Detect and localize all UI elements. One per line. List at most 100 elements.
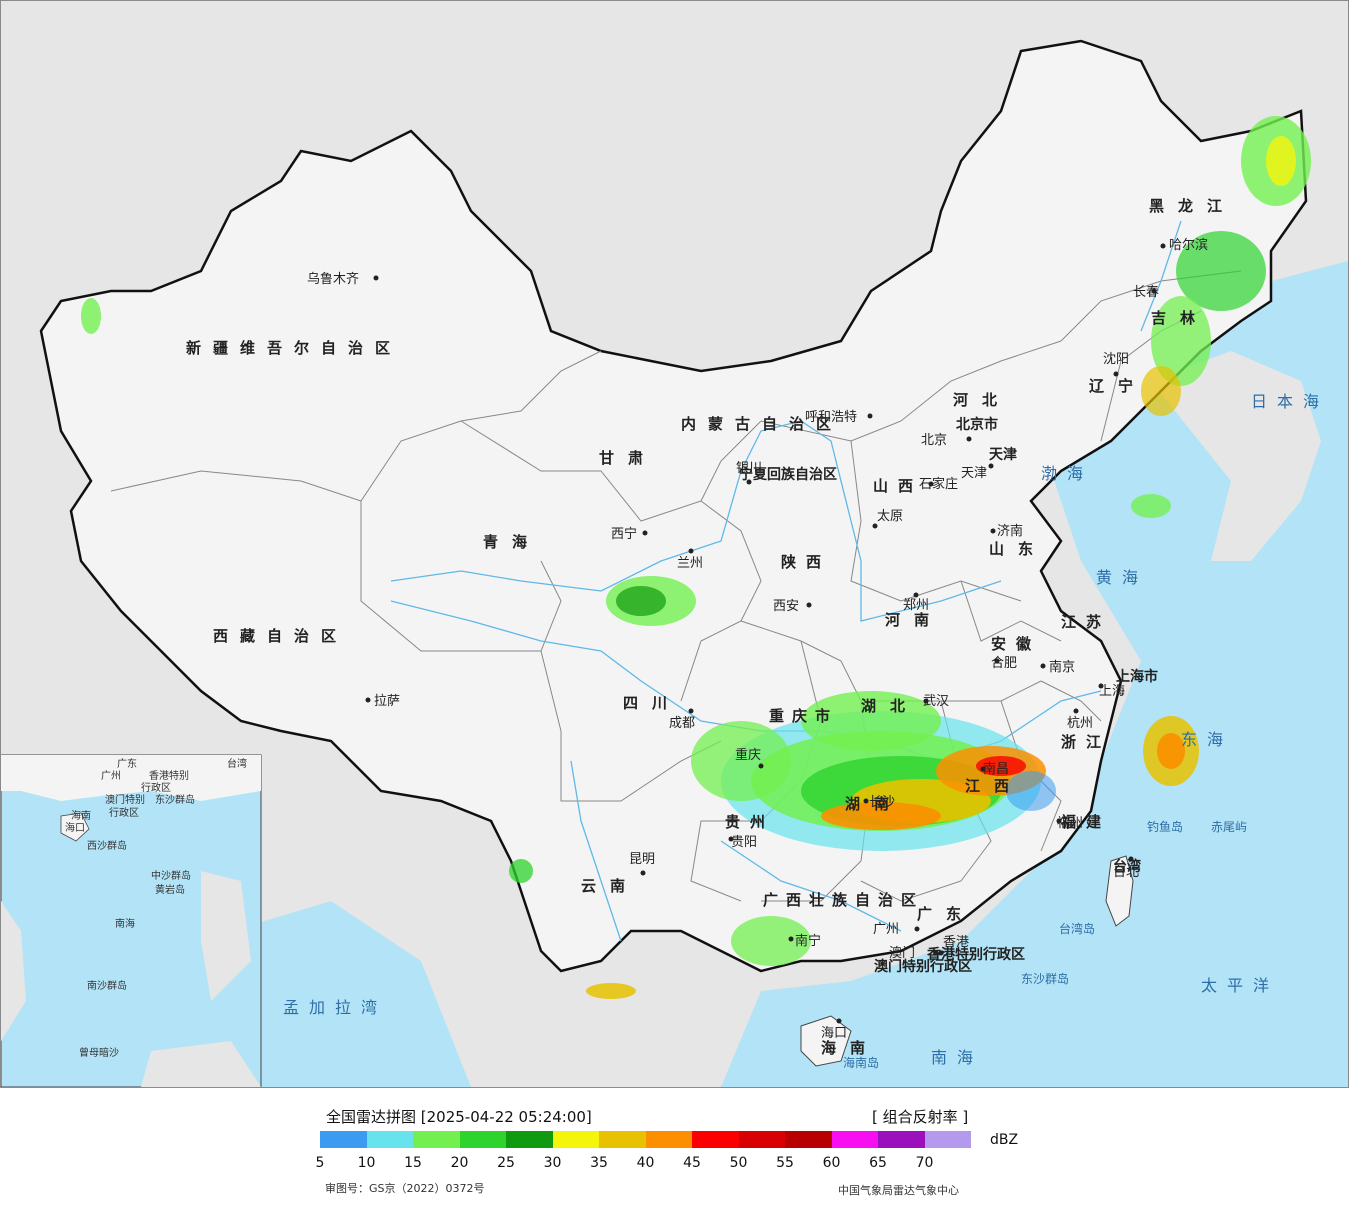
city-marker bbox=[1073, 708, 1079, 714]
city-marker bbox=[914, 926, 920, 932]
product-name: [ 组合反射率 ] bbox=[872, 1108, 969, 1126]
color-scale bbox=[320, 1131, 971, 1148]
inset-label: 曾母暗沙 bbox=[79, 1046, 119, 1059]
legend-panel: 全国雷达拼图 [2025-04-22 05:24:00] [ 组合反射率 ] d… bbox=[0, 1088, 1349, 1208]
city-label: 太原 bbox=[877, 509, 903, 524]
city-marker bbox=[1151, 288, 1157, 294]
city-marker bbox=[373, 275, 379, 281]
scale-tick-label: 55 bbox=[776, 1155, 794, 1171]
scale-tick-label: 50 bbox=[729, 1155, 748, 1171]
inset-label: 行政区 bbox=[109, 806, 139, 819]
inset-label: 澳门特别 bbox=[105, 793, 145, 806]
inset-label: 行政区 bbox=[141, 781, 171, 794]
city-label: 广州 bbox=[873, 922, 899, 937]
city-label: 拉萨 bbox=[374, 694, 400, 709]
sea-label: 南海 bbox=[931, 1048, 983, 1067]
city-marker bbox=[688, 708, 694, 714]
city-marker bbox=[788, 936, 794, 942]
island-label: 赤尾屿 bbox=[1211, 820, 1247, 834]
city-marker bbox=[872, 523, 878, 529]
province-label: 内蒙古自治区 bbox=[681, 415, 843, 433]
south-sea-inset bbox=[1, 754, 262, 1087]
island-label: 东沙群岛 bbox=[1021, 971, 1069, 986]
city-marker bbox=[913, 592, 919, 598]
city-label: 台北 bbox=[1113, 865, 1139, 880]
sea-label: 东海 bbox=[1181, 730, 1233, 749]
city-marker bbox=[365, 697, 371, 703]
city-label: 北京 bbox=[921, 433, 947, 448]
city-marker bbox=[867, 413, 873, 419]
unit-label: dBZ bbox=[990, 1132, 1019, 1148]
scale-tick-label: 65 bbox=[869, 1155, 887, 1171]
city-marker bbox=[1056, 818, 1062, 824]
sea-label: 渤海 bbox=[1041, 464, 1093, 483]
city-marker bbox=[980, 766, 986, 772]
city-label: 济南 bbox=[997, 523, 1023, 539]
sea-label: 日本海 bbox=[1251, 392, 1329, 411]
province-label: 江西 bbox=[965, 777, 1023, 795]
city-label: 香港 bbox=[943, 935, 969, 950]
scale-swatch bbox=[599, 1131, 646, 1148]
province-label: 福建 bbox=[1060, 813, 1111, 831]
inset-label: 海口 bbox=[65, 821, 85, 834]
scale-tick-label: 25 bbox=[497, 1155, 515, 1171]
legend-title: 全国雷达拼图 [2025-04-22 05:24:00] bbox=[326, 1108, 592, 1126]
province-label: 山东 bbox=[989, 540, 1047, 558]
scale-swatch bbox=[506, 1131, 553, 1148]
city-label: 西宁 bbox=[611, 526, 637, 542]
province-label: 山西 bbox=[873, 477, 923, 495]
province-label: 四川 bbox=[623, 694, 681, 712]
inset-label: 东沙群岛 bbox=[155, 793, 195, 806]
scale-swatch bbox=[320, 1131, 367, 1148]
province-label: 宁夏回族自治区 bbox=[739, 466, 837, 483]
scale-tick-label: 15 bbox=[404, 1155, 422, 1171]
scale-swatch bbox=[924, 1131, 971, 1148]
scale-tick-label: 35 bbox=[590, 1155, 608, 1171]
scale-tick-label: 30 bbox=[543, 1155, 562, 1171]
city-marker bbox=[1113, 371, 1119, 377]
city-label: 乌鲁木齐 bbox=[307, 271, 359, 287]
city-label: 哈尔滨 bbox=[1169, 237, 1208, 253]
province-label: 辽宁 bbox=[1089, 377, 1147, 395]
province-label: 台湾 bbox=[1113, 858, 1141, 875]
inset-label: 南沙群岛 bbox=[87, 979, 127, 992]
inset-label: 黄岩岛 bbox=[155, 883, 185, 896]
scale-swatch bbox=[552, 1131, 599, 1148]
province-label: 上海市 bbox=[1116, 668, 1158, 685]
city-label: 昆明 bbox=[629, 852, 655, 867]
radar-map[interactable]: 新疆维吾尔自治区 西藏自治区 青海 甘肃 内蒙古自治区 黑龙江 吉林 辽宁 河北 山西 山东 陕西 河南… bbox=[0, 0, 1349, 1088]
inset-label: 广东 bbox=[117, 757, 137, 770]
city-label: 南宁 bbox=[795, 933, 821, 949]
city-label: 澳门 bbox=[889, 945, 915, 961]
province-label: 黑龙江 bbox=[1149, 197, 1236, 215]
city-label: 南昌 bbox=[983, 761, 1009, 777]
city-marker bbox=[933, 950, 939, 956]
province-label: 河北 bbox=[953, 391, 1011, 409]
city-marker bbox=[994, 658, 1000, 664]
province-label: 安徽 bbox=[991, 635, 1041, 653]
city-label: 重庆 bbox=[735, 747, 761, 763]
city-marker bbox=[836, 1018, 842, 1024]
city-marker bbox=[758, 763, 764, 769]
city-marker bbox=[806, 602, 812, 608]
scale-tick-label: 45 bbox=[683, 1155, 701, 1171]
city-marker bbox=[642, 530, 648, 536]
sea-label: 太平洋 bbox=[1201, 976, 1279, 995]
province-label: 重庆市 bbox=[769, 707, 838, 725]
province-label: 西藏自治区 bbox=[213, 627, 348, 645]
city-label: 上海 bbox=[1099, 684, 1125, 699]
province-label: 香港特别行政区 bbox=[926, 946, 1025, 963]
province-label: 云南 bbox=[581, 877, 639, 895]
province-label: 江苏 bbox=[1061, 613, 1111, 631]
province-label: 青海 bbox=[483, 533, 541, 551]
city-label: 合肥 bbox=[991, 656, 1017, 671]
province-label: 浙江 bbox=[1061, 733, 1111, 751]
city-marker bbox=[966, 436, 972, 442]
inset-label: 南海 bbox=[115, 917, 135, 930]
city-label: 成都 bbox=[669, 716, 695, 731]
approval-number: 审图号：GS京（2022）0372号 bbox=[325, 1182, 485, 1195]
inset-label: 西沙群岛 bbox=[87, 839, 127, 852]
province-label: 陕西 bbox=[781, 553, 831, 571]
city-marker bbox=[688, 548, 694, 554]
radar-echoes bbox=[81, 116, 1311, 999]
